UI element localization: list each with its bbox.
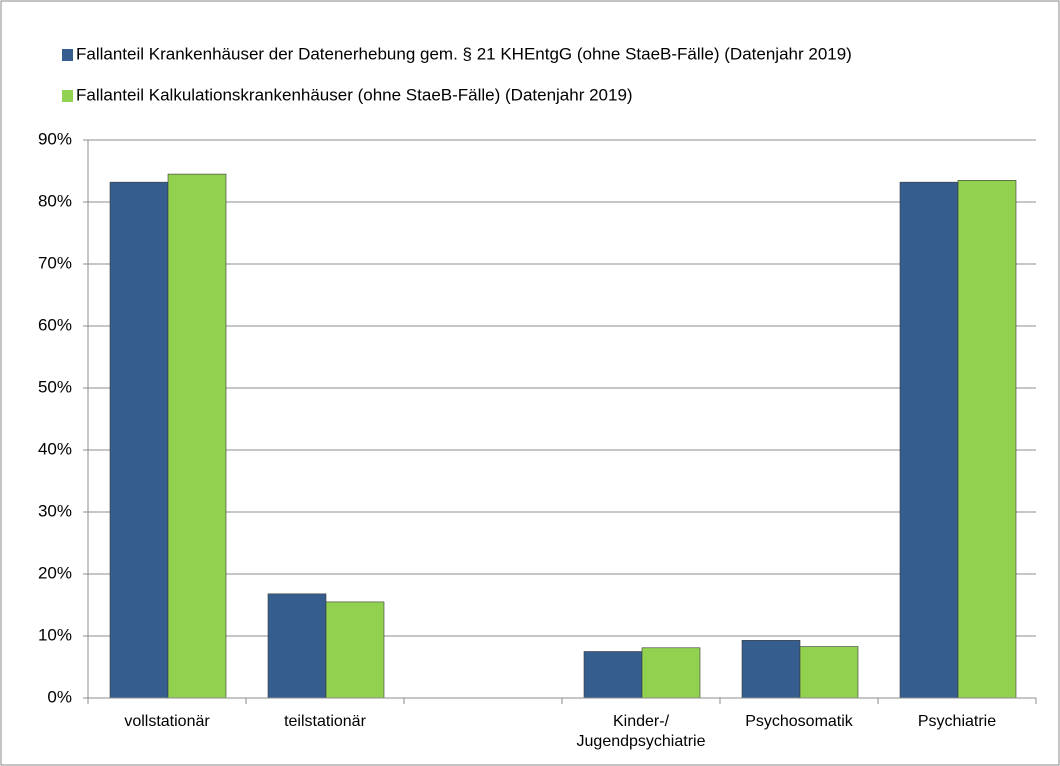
- bar: [641, 647, 701, 699]
- bar: [799, 646, 859, 699]
- y-tick-label: 60%: [38, 315, 72, 334]
- bar: [583, 651, 643, 699]
- bar: [325, 601, 385, 699]
- x-tick-label: Psychosomatik: [745, 713, 853, 730]
- x-tick-label: teilstationär: [284, 713, 366, 730]
- bar: [109, 181, 169, 699]
- y-tick-label: 80%: [38, 191, 72, 210]
- bar: [741, 640, 801, 699]
- legend-swatch: [62, 49, 73, 61]
- bar: [899, 181, 959, 699]
- legend-label: Fallanteil Kalkulationskrankenhäuser (oh…: [76, 85, 633, 104]
- legend-swatch: [62, 90, 73, 102]
- bar: [167, 173, 227, 699]
- bar: [267, 593, 327, 699]
- x-tick-label: vollstationär: [124, 713, 210, 730]
- legend-label: Fallanteil Krankenhäuser der Datenerhebu…: [76, 44, 852, 63]
- y-tick-label: 40%: [38, 439, 72, 458]
- y-tick-label: 20%: [38, 563, 72, 582]
- y-tick-label: 70%: [38, 253, 72, 272]
- y-tick-label: 90%: [38, 129, 72, 148]
- y-tick-label: 10%: [38, 625, 72, 644]
- x-tick-label: Psychiatrie: [917, 713, 997, 730]
- x-tick-label: Kinder-/ Jugendpsychiatrie: [576, 713, 706, 750]
- y-tick-label: 50%: [38, 377, 72, 396]
- y-tick-label: 30%: [38, 501, 72, 520]
- bar: [957, 180, 1017, 699]
- y-tick-label: 0%: [47, 687, 72, 706]
